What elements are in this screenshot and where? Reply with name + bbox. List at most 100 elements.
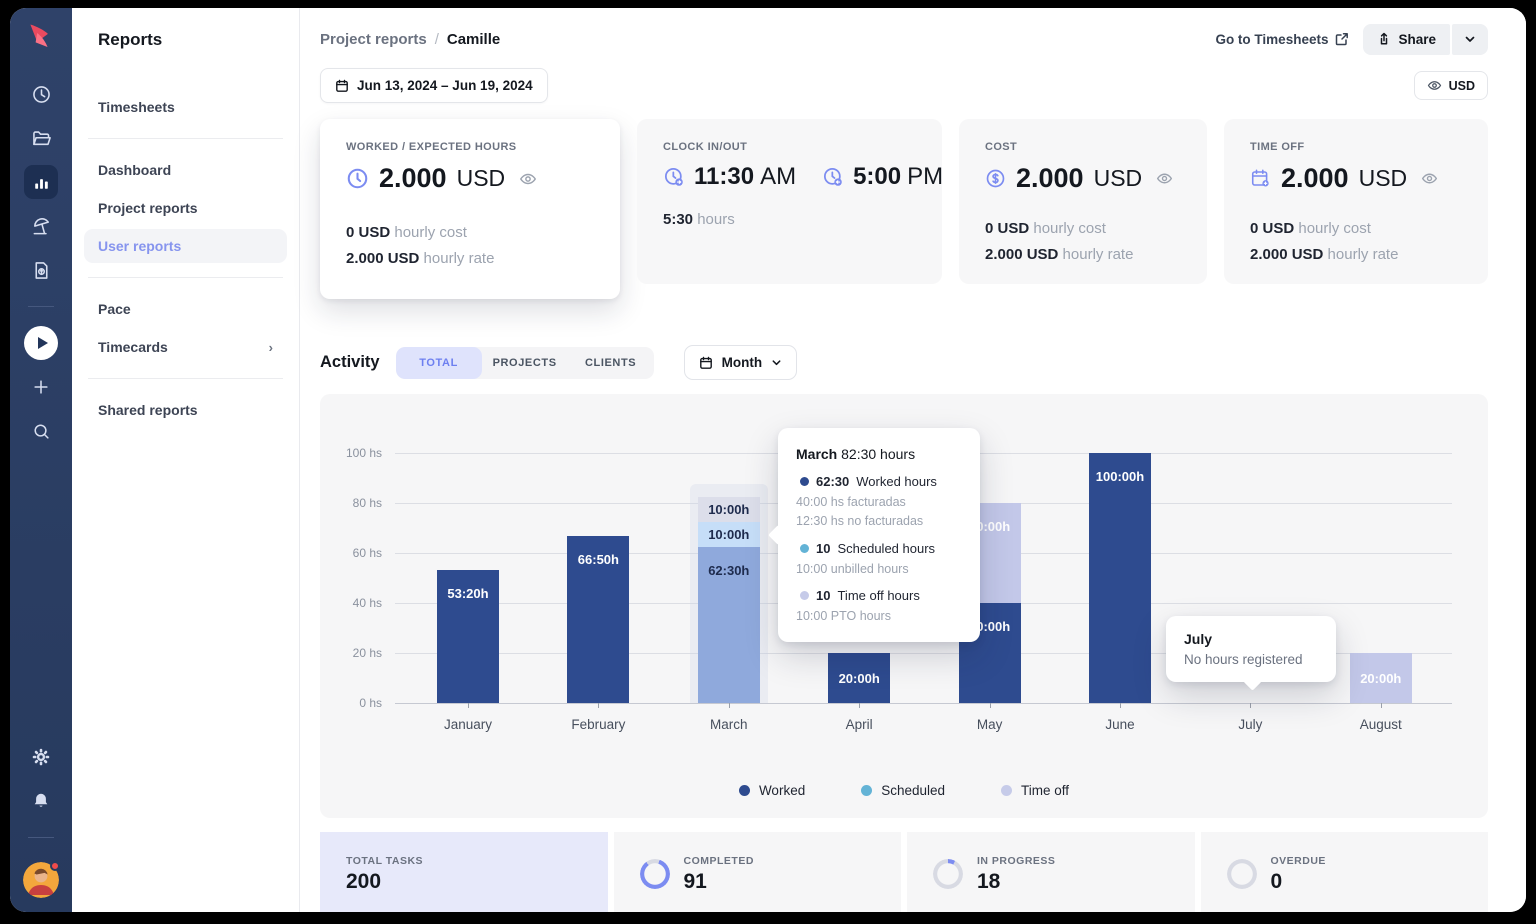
hourly-rate-line: 2.000 USD hourly rate	[1250, 246, 1399, 264]
chart-legend: Worked Scheduled Time off	[320, 783, 1488, 798]
sidebar-item-user-reports[interactable]: User reports	[84, 229, 287, 263]
tab-clients[interactable]: CLIENTS	[568, 347, 654, 379]
bar-january-worked[interactable]: 53:20h	[437, 569, 499, 703]
eye-icon[interactable]	[519, 170, 537, 188]
hourly-cost-line: 0 USD hourly cost	[985, 220, 1106, 237]
projects-folder-icon[interactable]	[24, 121, 58, 155]
clock-out-time: 5:00 PM	[822, 163, 943, 191]
app-logo-icon[interactable]	[24, 20, 58, 54]
y-axis-label: 0 hs	[359, 696, 382, 710]
overdue-tasks-cell[interactable]: OVERDUE 0	[1200, 832, 1488, 912]
x-axis-label: April	[845, 717, 873, 732]
grid-line	[395, 653, 1452, 654]
sidebar-item-timecards[interactable]: Timecards ›	[98, 339, 273, 355]
y-axis-label: 80 hs	[352, 496, 382, 510]
card-worked-expected-hours[interactable]: WORKED / EXPECTED HOURS 2.000 USD 0 USD …	[320, 119, 620, 299]
tasks-summary: TOTAL TASKS 200 COMPLETED 91 IN PROGRESS…	[320, 832, 1488, 912]
time-off-umbrella-icon[interactable]	[24, 209, 58, 243]
clock-in-time: 11:30 AM	[663, 163, 796, 191]
bar-value-label: 20:00h	[838, 670, 880, 686]
july-tooltip: July No hours registered	[1166, 616, 1336, 691]
bar-march-timeoff[interactable]: 10:00h	[697, 496, 760, 522]
card-time-off[interactable]: TIME OFF 2.000 USD 0 USD hourly cost	[1224, 119, 1488, 284]
sidebar-item-timesheets[interactable]: Timesheets	[98, 99, 175, 115]
sidebar-item-shared-reports[interactable]: Shared reports	[98, 402, 198, 418]
notification-dot	[50, 861, 60, 871]
nav-rail	[10, 8, 72, 912]
share-icon	[1381, 32, 1388, 45]
rail-divider	[28, 837, 54, 838]
card-clock-in-out[interactable]: CLOCK IN/OUT 11:30 AM 5:00 PM	[637, 119, 943, 284]
axis-tick	[989, 703, 991, 708]
notifications-bell-icon[interactable]	[24, 784, 58, 818]
bar-february-worked[interactable]: 66:50h	[567, 535, 630, 703]
share-menu-button[interactable]	[1452, 23, 1488, 55]
bar-march-scheduled[interactable]: 10:00h	[697, 521, 760, 547]
app-window: Reports Timesheets Dashboard Project rep…	[10, 8, 1526, 912]
hourly-cost-line: 0 USD hourly cost	[346, 224, 467, 241]
tab-projects[interactable]: PROJECTS	[482, 347, 568, 379]
worked-dot-icon	[738, 785, 750, 796]
go-to-timesheets-link[interactable]: Go to Timesheets	[1215, 32, 1349, 47]
legend-scheduled[interactable]: Scheduled	[861, 783, 945, 798]
x-axis-label: February	[571, 717, 626, 732]
axis-tick	[598, 703, 600, 708]
breadcrumb-parent[interactable]: Project reports	[320, 30, 427, 48]
tooltip-scheduled-row: 10 Scheduled hours	[796, 541, 962, 556]
main-content: Project reports / Camille Go to Timeshee…	[300, 8, 1526, 912]
rail-divider	[28, 306, 54, 307]
calendar-icon	[699, 356, 712, 369]
date-range-picker[interactable]: Jun 13, 2024 – Jun 19, 2024	[320, 68, 548, 103]
settings-gear-icon[interactable]	[24, 740, 58, 774]
y-axis-label: 20 hs	[352, 646, 382, 660]
total-tasks-cell[interactable]: TOTAL TASKS 200	[320, 832, 608, 912]
in-progress-ring	[933, 859, 963, 889]
completed-progress-ring	[639, 859, 670, 889]
x-axis-label: March	[710, 717, 748, 732]
add-new-icon[interactable]	[24, 370, 58, 404]
bar-value-label: 20:00h	[1360, 670, 1402, 686]
clock-icon	[347, 168, 368, 189]
worked-hours-line: 5:30 hours	[663, 211, 735, 228]
axis-tick	[728, 703, 730, 708]
march-tooltip: March 82:30 hours 62:30 Worked hours 40:…	[768, 428, 980, 642]
search-icon[interactable]	[24, 414, 58, 448]
x-axis-label: June	[1105, 717, 1135, 732]
in-progress-tasks-cell[interactable]: IN PROGRESS 18	[907, 832, 1195, 912]
breadcrumb-current: Camille	[446, 30, 501, 48]
overdue-ring	[1226, 859, 1257, 889]
bar-august-timeoff[interactable]: 20:00h	[1349, 653, 1412, 703]
reports-icon[interactable]	[24, 165, 58, 199]
chevron-down-icon	[1465, 36, 1475, 42]
sidebar-item-dashboard[interactable]: Dashboard	[98, 162, 172, 178]
tab-total[interactable]: TOTAL	[395, 346, 482, 379]
bar-march-worked[interactable]: 62:30h	[697, 546, 760, 703]
period-select[interactable]: Month	[683, 345, 798, 380]
hourly-rate-line: 2.000 USD hourly rate	[346, 250, 495, 268]
start-timer-button[interactable]	[24, 326, 58, 360]
external-link-icon	[1336, 33, 1349, 46]
bar-april-worked[interactable]: 20:00h	[828, 653, 891, 703]
y-axis-label: 40 hs	[352, 596, 382, 610]
time-tracking-icon[interactable]	[24, 77, 58, 111]
breadcrumb: Project reports / Camille	[320, 30, 501, 48]
scheduled-dot-icon	[861, 785, 873, 796]
activity-title: Activity	[320, 353, 380, 371]
invoices-icon[interactable]	[24, 253, 58, 287]
completed-tasks-cell[interactable]: COMPLETED 91	[613, 832, 901, 912]
bar-june-worked[interactable]: 100:00h	[1089, 453, 1151, 703]
sidebar-item-project-reports[interactable]: Project reports	[98, 200, 198, 216]
currency-toggle[interactable]: USD	[1413, 71, 1488, 100]
sidebar-divider	[88, 378, 283, 379]
sidebar-item-pace[interactable]: Pace	[98, 301, 131, 317]
legend-timeoff[interactable]: Time off	[1001, 783, 1069, 798]
y-axis-label: 100 hs	[345, 446, 382, 460]
bar-value-label: 62:30h	[708, 562, 750, 578]
card-cost[interactable]: COST 2.000 USD 0 USD hourly cost 2.	[959, 119, 1207, 284]
timeoff-dot-icon	[800, 591, 809, 601]
user-avatar[interactable]	[23, 861, 60, 898]
eye-icon[interactable]	[1156, 170, 1173, 187]
eye-icon[interactable]	[1421, 170, 1438, 187]
legend-worked[interactable]: Worked	[738, 783, 805, 798]
share-button[interactable]: Share	[1363, 23, 1450, 55]
